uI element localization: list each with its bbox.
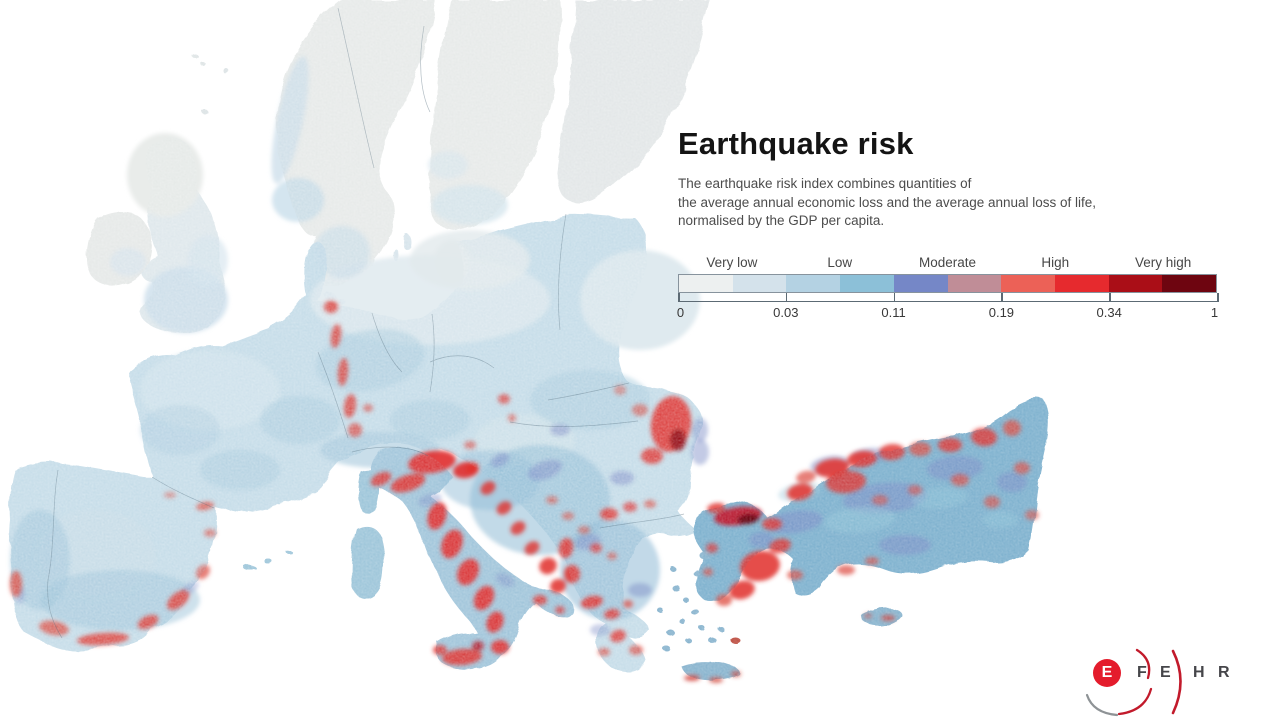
legend-tick	[678, 292, 680, 302]
legend-tick	[1217, 292, 1219, 302]
legend-tick	[893, 292, 896, 302]
logo-e-circle: E	[1093, 659, 1121, 687]
landmass-nw-russia	[557, 0, 710, 203]
legend-tick-value: 0.11	[881, 304, 906, 320]
legend-color-segment	[1108, 274, 1163, 292]
legend-tick-value: 0.19	[988, 304, 1015, 320]
logo-letter-r: R	[1218, 664, 1230, 681]
legend-axis-line	[678, 300, 1217, 302]
legend-tick-value: 0.34	[1096, 304, 1122, 320]
legend-tick-value: 1	[1210, 304, 1219, 320]
high-risk-layer	[10, 301, 1039, 683]
risk-legend: Very low Low Moderate High Very high 0 0.03 0.…	[676, 255, 1219, 323]
legend-tick-value: 0.03	[773, 304, 799, 320]
legend-color-bar	[678, 273, 1217, 293]
seismic-waves-icon	[1085, 648, 1182, 717]
efehr-logo: E F E H R	[1085, 645, 1245, 717]
legend-color-segment	[1162, 274, 1217, 292]
legend-category-label: Very low	[706, 254, 758, 270]
legend-color-segment	[786, 274, 841, 292]
info-panel: Earthquake risk The earthquake risk inde…	[676, 126, 1223, 323]
legend-tick	[785, 292, 788, 302]
map-title: Earthquake risk	[678, 126, 914, 161]
legend-color-segment	[893, 274, 948, 292]
legend-color-segment	[1054, 274, 1109, 292]
logo-letter-e: E	[1160, 664, 1171, 681]
legend-category-label: Low	[827, 254, 853, 270]
legend-category-label: Moderate	[918, 254, 977, 270]
legend-color-segment	[679, 274, 733, 292]
legend-tick-value: 0	[676, 304, 685, 320]
legend-axis: 0 0.03 0.11 0.19 0.34 1	[676, 292, 1219, 323]
legend-tick	[1001, 292, 1003, 302]
legend-tick	[1109, 292, 1111, 302]
logo-circle-letter: E	[1101, 664, 1113, 681]
legend-color-segment	[732, 274, 787, 292]
landmass-scandinavia	[276, 0, 436, 288]
legend-category-labels: Very low Low Moderate High Very high	[678, 255, 1217, 274]
logo-letter-h: H	[1193, 664, 1205, 681]
logo-letter-f: F	[1137, 664, 1147, 681]
legend-color-segment	[1001, 274, 1055, 292]
country-borders	[47, 7, 685, 639]
legend-color-segment	[947, 274, 1002, 292]
legend-category-label: Very high	[1134, 254, 1192, 270]
landmass-sardinia	[351, 526, 384, 599]
legend-color-segment	[840, 274, 894, 292]
map-description: The earthquake risk index combines quant…	[678, 176, 1097, 229]
legend-category-label: High	[1041, 254, 1070, 270]
landmass-ireland	[86, 212, 150, 286]
